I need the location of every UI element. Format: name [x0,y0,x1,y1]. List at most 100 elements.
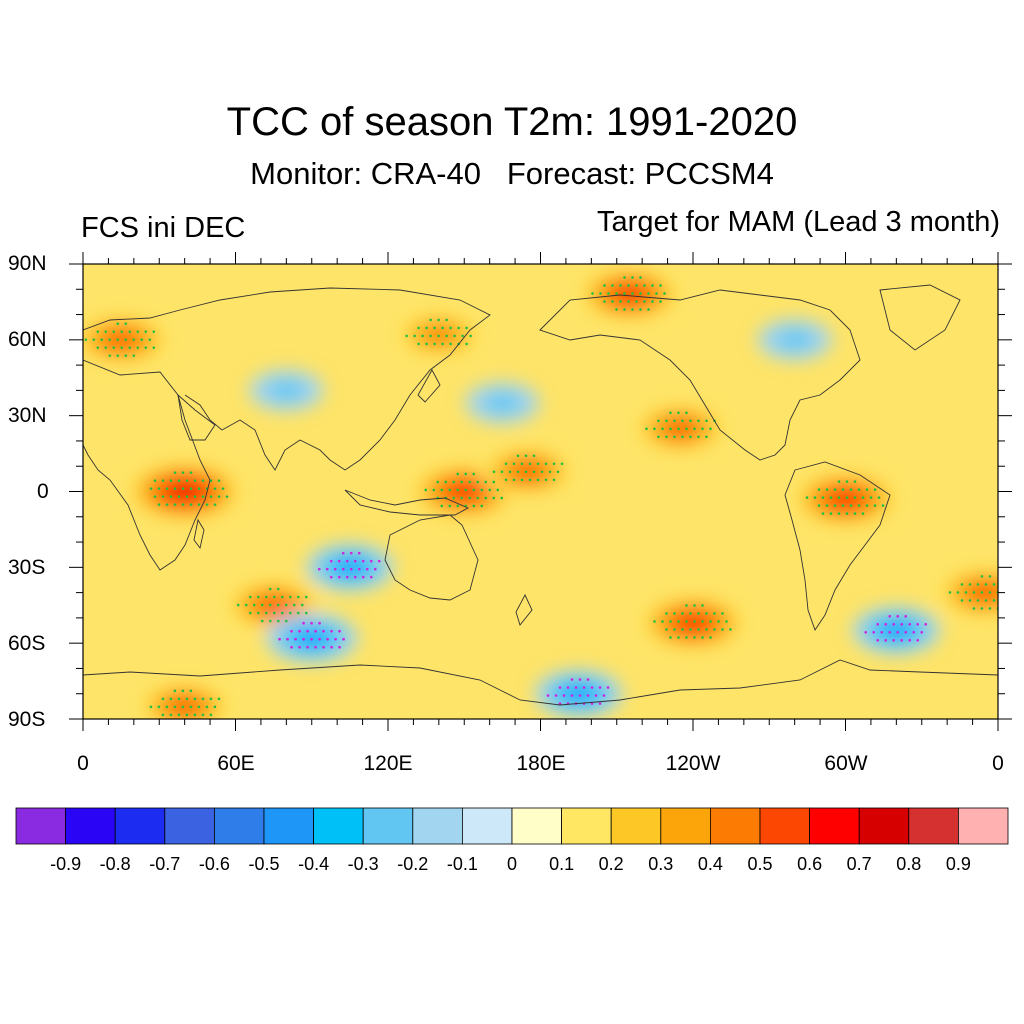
page-title: TCC of season T2m: 1991-2020 [226,100,798,144]
significance-dot [278,637,281,641]
significance-dot [298,629,301,633]
significance-dot [248,611,252,615]
significance-dot [603,300,606,303]
significance-dot [165,503,169,506]
significance-dot [132,354,136,357]
significance-dot [149,487,153,490]
significance-dot [480,488,484,492]
significance-dot [96,346,100,349]
significance-dot [689,435,692,439]
significance-dot [437,318,440,322]
significance-dot [440,504,444,508]
significance-dot [721,612,724,615]
x-tick-label: 120E [363,752,413,775]
significance-dot [631,292,634,295]
significance-dot [558,686,562,689]
significance-dot [908,623,912,626]
significance-dot [590,686,594,689]
significance-dot [116,322,120,325]
significance-dot [729,628,732,631]
significance-dot [268,603,272,607]
coastline-new-zealand [515,593,533,626]
significance-dot [144,346,148,349]
colorbar-swatch [114,807,166,845]
significance-dot [570,694,574,697]
significance-dot [669,427,672,431]
significance-dot [701,427,704,431]
significance-dot [173,471,177,474]
coastline-australia [384,514,479,601]
coastline-arabia [177,393,216,441]
colorbar-label: 0.7 [846,854,872,874]
coastline-japan [417,369,441,403]
significance-dot [334,637,337,641]
significance-dot [900,639,904,642]
significance-dot [276,587,280,591]
significance-dot [685,411,688,415]
significance-dot [496,488,500,492]
significance-dot [956,591,960,594]
significance-dot [689,628,692,631]
significance-dot [169,697,173,701]
significance-dot [298,645,301,649]
significance-dot [296,611,300,615]
significance-dot [677,636,680,639]
colorbar-swatch [858,807,910,845]
significance-dot [546,694,550,697]
significance-dot [136,346,140,349]
significance-dot [598,686,602,689]
significance-dot [173,689,177,693]
significance-dot [173,503,177,506]
significance-dot [256,611,260,615]
significance-dot [264,595,268,599]
significance-dot [516,454,520,458]
significance-dot [353,575,357,579]
significance-dot [177,713,181,717]
significance-dot [264,611,268,615]
significance-dot [440,488,444,492]
significance-dot [681,419,684,423]
significance-dot [377,559,381,563]
significance-dot [405,334,408,338]
colorbar-label: -0.4 [298,854,330,874]
significance-dot [570,678,574,681]
significance-dot [693,427,696,431]
colorbar-label: 0.8 [896,854,922,874]
correlation-region [483,392,521,414]
colorbar-swatch [213,807,265,845]
significance-dot [888,631,892,634]
coastlines [83,284,998,706]
significance-dot [349,551,353,555]
significance-dot [213,487,217,490]
significance-dot [185,479,189,482]
colorbar-label: -0.9 [50,854,82,874]
significance-dot [181,689,185,693]
y-tick-label: 60S [8,632,46,655]
y-tick-label: 60N [8,328,47,351]
colorbar-swatch [362,807,414,845]
significance-dot [268,587,272,591]
significance-dot [562,694,566,697]
significance-dot [292,603,296,607]
colorbar-swatch [511,807,562,845]
significance-dot [651,300,654,303]
significance-dot [476,480,480,484]
significance-dot [484,480,488,484]
significance-dot [318,621,321,625]
significance-dot [837,480,841,483]
significance-dot [185,713,189,717]
significance-dot [988,591,992,594]
significance-dot [924,623,928,626]
significance-dot [329,575,333,579]
significance-dot [861,496,865,499]
colorbar-swatch [313,807,364,845]
significance-dot [659,300,662,303]
colorbar-swatch [759,807,810,845]
significance-dot [284,603,288,607]
significance-dot [709,636,712,639]
significance-dot [693,604,696,607]
significance-dot [461,334,464,338]
significance-dot [554,694,558,697]
